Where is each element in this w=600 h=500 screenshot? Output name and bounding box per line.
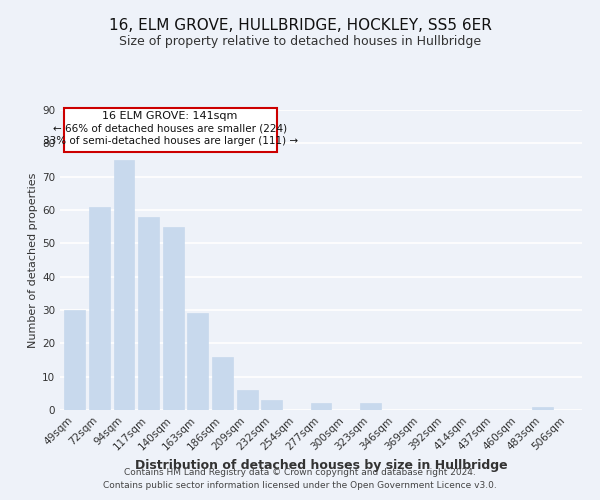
Text: Contains HM Land Registry data © Crown copyright and database right 2024.: Contains HM Land Registry data © Crown c…: [124, 468, 476, 477]
Text: Contains public sector information licensed under the Open Government Licence v3: Contains public sector information licen…: [103, 482, 497, 490]
Bar: [187, 314, 208, 410]
Text: 16, ELM GROVE, HULLBRIDGE, HOCKLEY, SS5 6ER: 16, ELM GROVE, HULLBRIDGE, HOCKLEY, SS5 …: [109, 18, 491, 32]
Bar: [311, 404, 331, 410]
X-axis label: Distribution of detached houses by size in Hullbridge: Distribution of detached houses by size …: [134, 458, 508, 471]
Y-axis label: Number of detached properties: Number of detached properties: [28, 172, 38, 348]
Text: 16 ELM GROVE: 141sqm: 16 ELM GROVE: 141sqm: [103, 110, 238, 120]
Bar: [236, 390, 257, 410]
Bar: [532, 406, 553, 410]
Bar: [163, 226, 184, 410]
Text: 33% of semi-detached houses are larger (111) →: 33% of semi-detached houses are larger (…: [43, 136, 298, 145]
Text: ← 66% of detached houses are smaller (224): ← 66% of detached houses are smaller (22…: [53, 124, 287, 134]
Text: Size of property relative to detached houses in Hullbridge: Size of property relative to detached ho…: [119, 35, 481, 48]
Bar: [89, 206, 110, 410]
Bar: [261, 400, 282, 410]
Bar: [138, 216, 159, 410]
FancyBboxPatch shape: [64, 108, 277, 152]
Bar: [212, 356, 233, 410]
Bar: [360, 404, 381, 410]
Bar: [64, 310, 85, 410]
Bar: [113, 160, 134, 410]
